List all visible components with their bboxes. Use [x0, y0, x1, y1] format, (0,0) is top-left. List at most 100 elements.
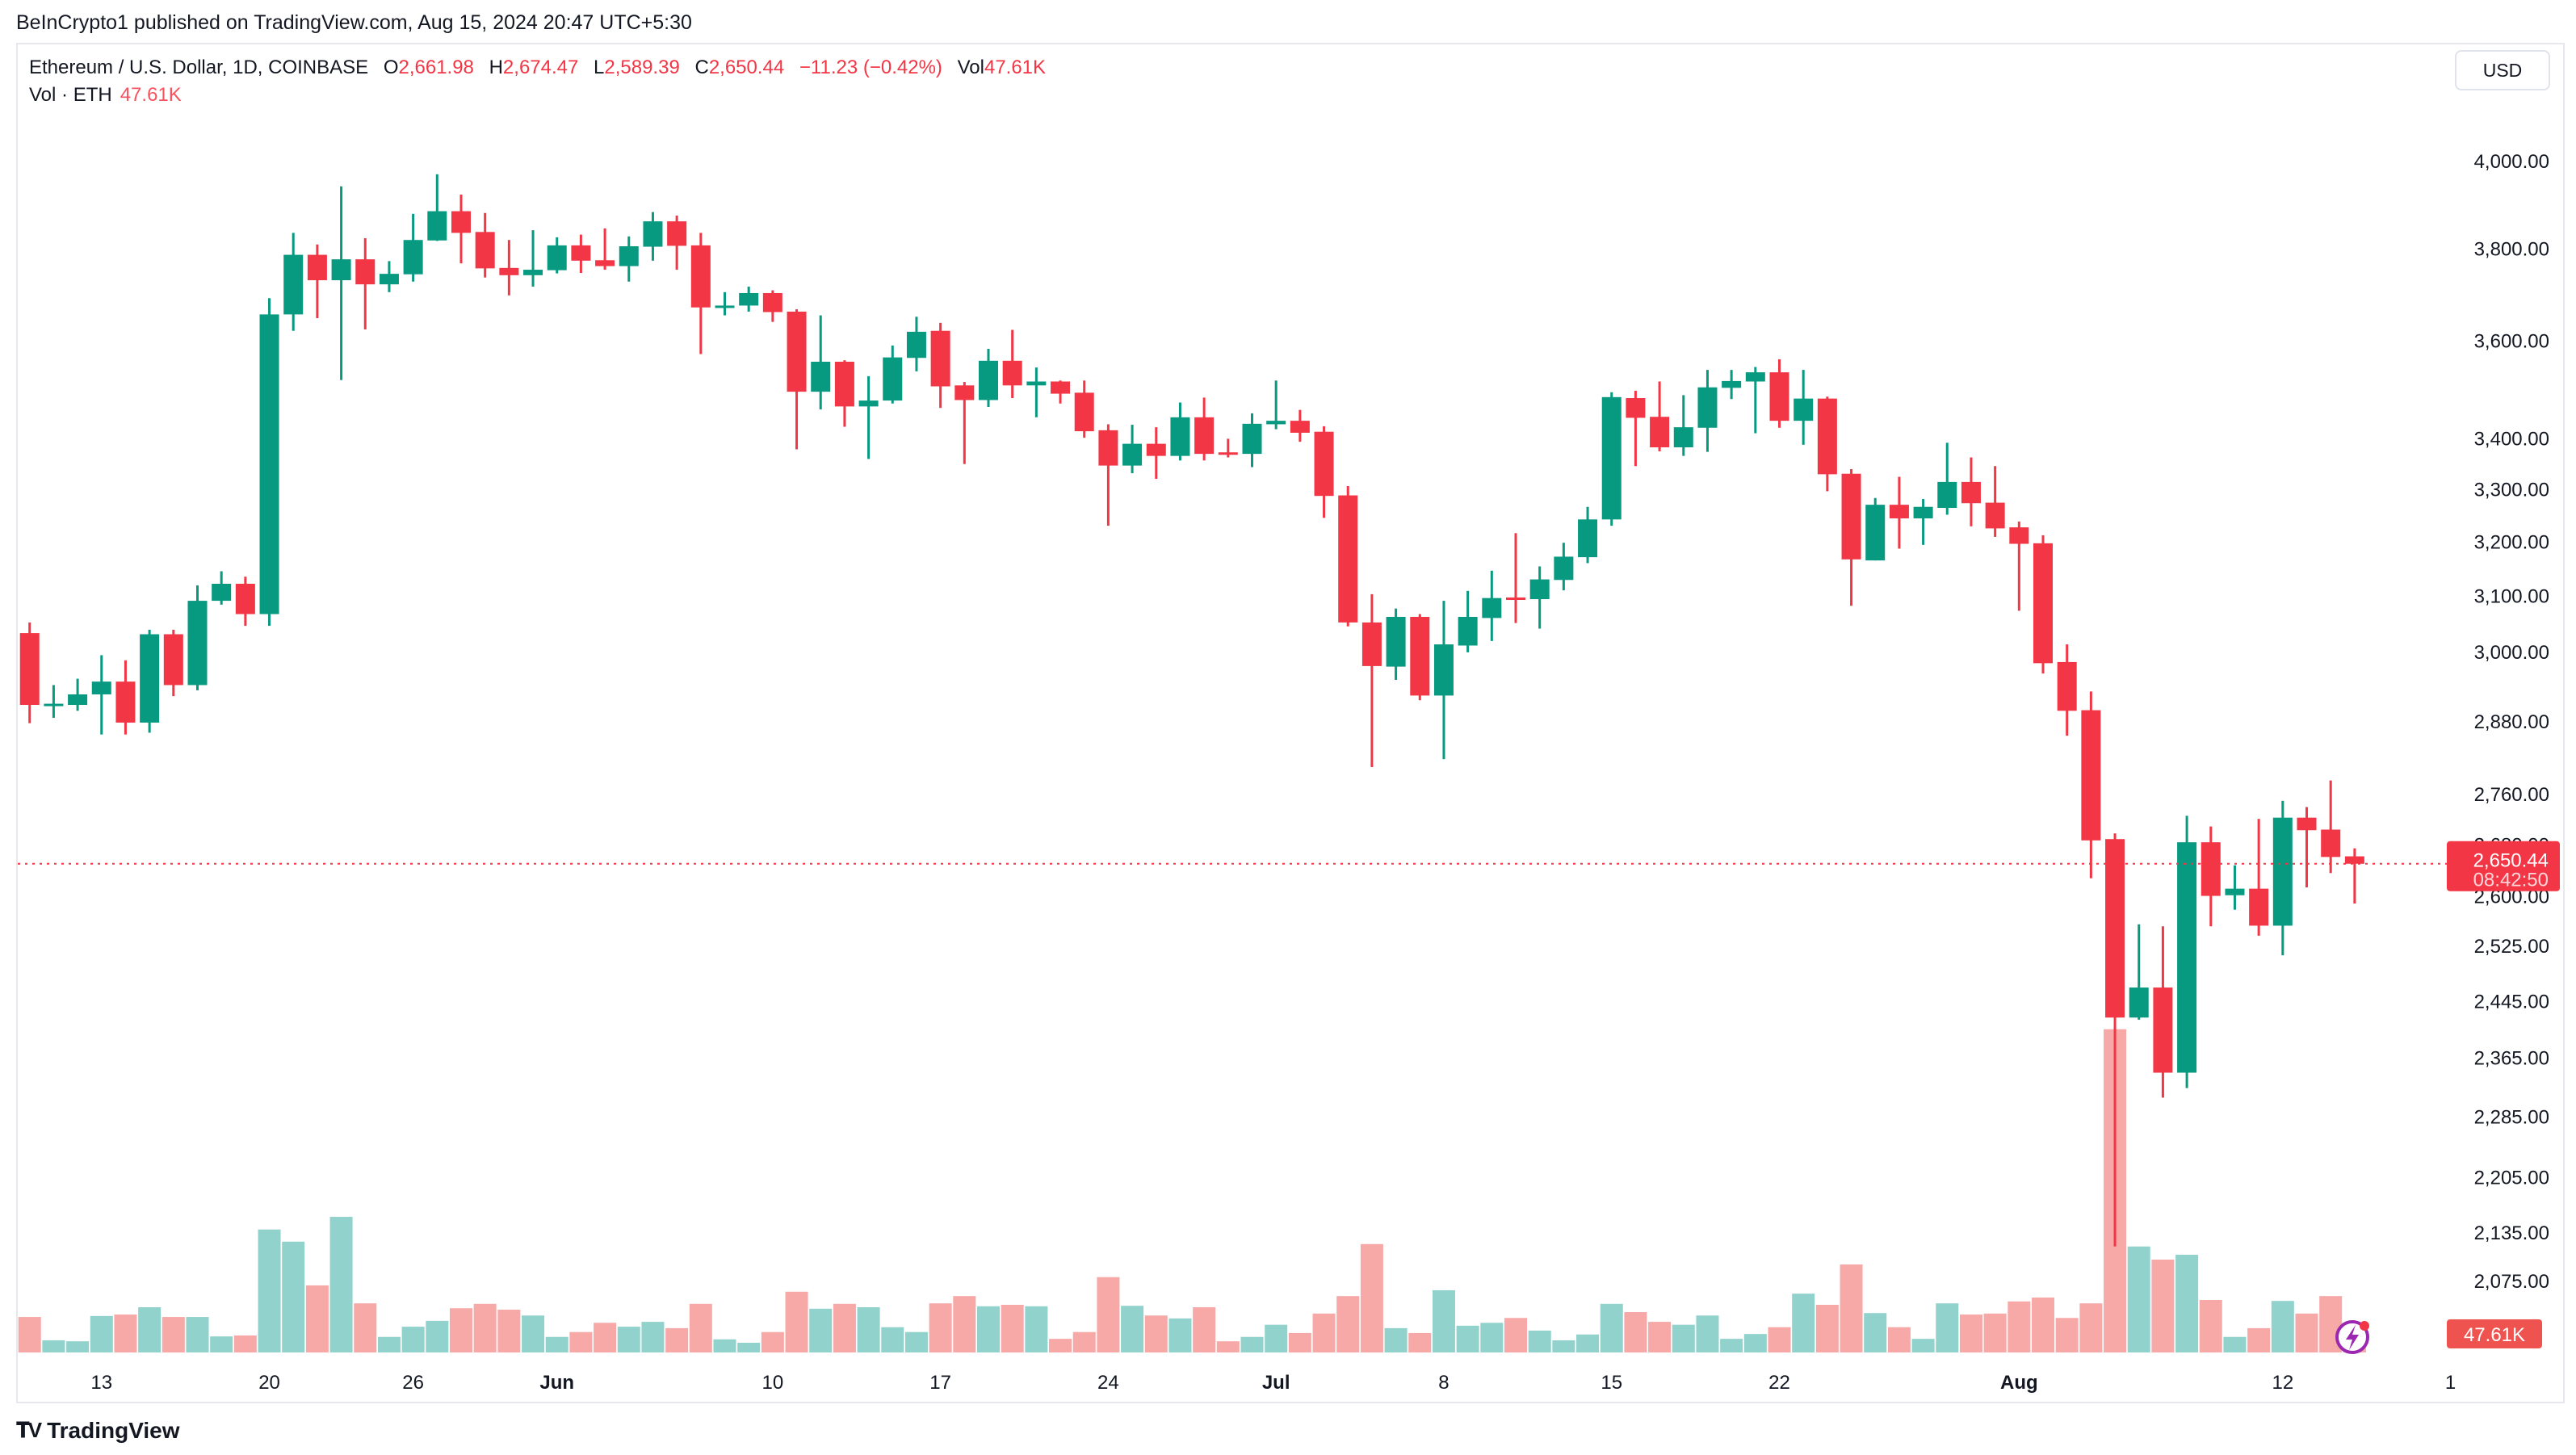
- candle[interactable]: [1817, 396, 1837, 492]
- candle[interactable]: [379, 261, 399, 292]
- candle[interactable]: [187, 585, 208, 690]
- candle[interactable]: [1026, 367, 1047, 417]
- candle[interactable]: [690, 233, 711, 354]
- candle[interactable]: [235, 577, 255, 627]
- candle[interactable]: [858, 375, 879, 459]
- candle[interactable]: [499, 240, 519, 296]
- candle[interactable]: [1985, 466, 2005, 537]
- candle[interactable]: [1745, 367, 1765, 434]
- candle[interactable]: [2081, 691, 2101, 878]
- candle[interactable]: [2344, 848, 2364, 904]
- candle[interactable]: [2272, 800, 2293, 956]
- candle[interactable]: [1051, 380, 1071, 404]
- candle[interactable]: [91, 655, 111, 735]
- candle[interactable]: [1146, 427, 1166, 480]
- candle[interactable]: [1601, 392, 1622, 526]
- candle[interactable]: [1794, 370, 1814, 445]
- candle[interactable]: [619, 236, 639, 282]
- candle[interactable]: [1002, 329, 1022, 399]
- candle[interactable]: [667, 216, 687, 270]
- candle[interactable]: [811, 315, 831, 410]
- candle[interactable]: [739, 286, 759, 312]
- candle[interactable]: [2153, 926, 2173, 1098]
- candle[interactable]: [44, 685, 64, 719]
- candle[interactable]: [834, 360, 854, 427]
- candle[interactable]: [1626, 390, 1646, 467]
- candle[interactable]: [547, 237, 567, 274]
- candle[interactable]: [954, 382, 975, 464]
- candle[interactable]: [715, 291, 735, 316]
- candle[interactable]: [1961, 457, 1981, 526]
- candle[interactable]: [1338, 486, 1358, 627]
- candle[interactable]: [1889, 476, 1909, 549]
- candle[interactable]: [1841, 469, 1861, 606]
- candle[interactable]: [1554, 543, 1574, 591]
- candle[interactable]: [1074, 380, 1094, 438]
- candle[interactable]: [1098, 424, 1118, 526]
- candle[interactable]: [163, 629, 183, 697]
- candle[interactable]: [1913, 499, 1933, 545]
- candle[interactable]: [1314, 426, 1334, 518]
- candle[interactable]: [1242, 413, 1262, 468]
- lightning-icon[interactable]: [2335, 1320, 2369, 1354]
- tradingview-logo[interactable]: 𝐓V TradingView: [16, 1418, 180, 1444]
- candle[interactable]: [979, 349, 998, 407]
- candle[interactable]: [1218, 438, 1238, 458]
- candle[interactable]: [762, 290, 782, 322]
- candle[interactable]: [883, 345, 903, 404]
- candle[interactable]: [1386, 608, 1406, 681]
- candle[interactable]: [2201, 826, 2221, 927]
- candle[interactable]: [2033, 535, 2054, 674]
- candle[interactable]: [2225, 865, 2245, 910]
- candle[interactable]: [307, 244, 327, 319]
- candle[interactable]: [1578, 506, 1598, 564]
- candle[interactable]: [1433, 601, 1454, 760]
- candle[interactable]: [19, 622, 40, 723]
- candle[interactable]: [331, 186, 351, 380]
- candle[interactable]: [1865, 497, 1886, 561]
- candle[interactable]: [2129, 924, 2149, 1020]
- candle[interactable]: [1122, 425, 1143, 474]
- candle[interactable]: [930, 322, 950, 409]
- candle[interactable]: [212, 571, 232, 605]
- candle[interactable]: [403, 213, 423, 282]
- candle[interactable]: [355, 238, 375, 329]
- volume-indicator-title[interactable]: Vol · ETH: [29, 84, 112, 106]
- candle[interactable]: [427, 174, 447, 241]
- candle[interactable]: [259, 298, 279, 627]
- candle[interactable]: [1361, 593, 1382, 767]
- candle[interactable]: [1458, 590, 1478, 652]
- candle[interactable]: [1697, 370, 1718, 452]
- candle[interactable]: [2009, 521, 2029, 611]
- candle[interactable]: [1194, 397, 1215, 461]
- candle[interactable]: [787, 309, 807, 450]
- candle[interactable]: [1937, 442, 1957, 515]
- candle[interactable]: [1170, 402, 1190, 461]
- candle[interactable]: [523, 230, 543, 287]
- candle[interactable]: [2105, 833, 2125, 1247]
- candle[interactable]: [140, 629, 160, 733]
- candle[interactable]: [1410, 614, 1430, 701]
- candle[interactable]: [1529, 566, 1550, 629]
- candle[interactable]: [1290, 409, 1310, 442]
- candle[interactable]: [595, 228, 615, 270]
- candle[interactable]: [1506, 533, 1526, 623]
- candle[interactable]: [906, 317, 926, 371]
- candle[interactable]: [1650, 381, 1670, 451]
- candle[interactable]: [571, 234, 591, 274]
- currency-button[interactable]: USD: [2455, 50, 2550, 90]
- candle[interactable]: [1769, 359, 1789, 428]
- candle[interactable]: [2297, 807, 2317, 888]
- candle[interactable]: [283, 233, 304, 331]
- candle[interactable]: [2321, 780, 2341, 874]
- symbol-title[interactable]: Ethereum / U.S. Dollar, 1D, COINBASE: [29, 57, 369, 78]
- candle[interactable]: [1722, 370, 1742, 400]
- candle[interactable]: [1482, 570, 1502, 641]
- candle[interactable]: [2249, 819, 2269, 936]
- candle[interactable]: [115, 660, 136, 735]
- candle[interactable]: [451, 195, 471, 264]
- candle[interactable]: [1673, 395, 1693, 456]
- candle[interactable]: [2057, 644, 2077, 736]
- candle[interactable]: [68, 678, 88, 711]
